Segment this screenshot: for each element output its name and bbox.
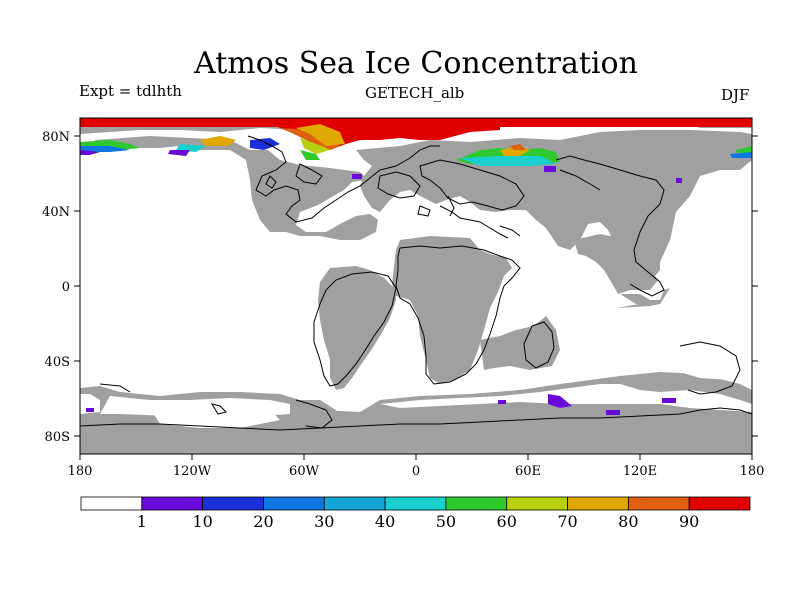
- run-label: GETECH_alb: [365, 84, 465, 102]
- axis-ticks: [74, 135, 758, 460]
- lon-tick-label: 120E: [623, 464, 657, 479]
- colorbar-label: 70: [557, 512, 577, 531]
- experiment-label: Expt = tdlhth: [79, 82, 182, 100]
- lon-tick-label: 180: [68, 464, 93, 479]
- colorbar-labels: 1 10 20 30 40 50 60 70 80 90: [137, 512, 700, 531]
- colorbar-swatch: [263, 496, 325, 511]
- season-label: DJF: [721, 86, 750, 104]
- lat-tick-label: 40S: [45, 355, 70, 370]
- colorbar-swatch: [627, 496, 690, 511]
- map-title: Atmos Sea Ice Concentration: [194, 46, 638, 81]
- colorbar-label: 90: [679, 512, 699, 531]
- lon-tick-label: 120W: [173, 464, 212, 479]
- colorbar: [80, 496, 751, 511]
- colorbar-label: 80: [618, 512, 638, 531]
- colorbar-swatch: [202, 496, 264, 511]
- colorbar-swatch: [506, 496, 568, 511]
- lat-tick-label: 80S: [45, 430, 70, 445]
- colorbar-swatch: [567, 496, 629, 511]
- colorbar-swatch: [445, 496, 508, 511]
- colorbar-label: 10: [192, 512, 212, 531]
- colorbar-swatch: [688, 496, 751, 511]
- colorbar-label: 40: [375, 512, 395, 531]
- colorbar-label: 1: [137, 512, 147, 531]
- colorbar-swatch: [141, 496, 204, 511]
- lat-tick-label: 80N: [42, 130, 70, 145]
- sea-ice-arctic: [80, 118, 752, 183]
- sea-ice-antarctic: [86, 394, 676, 415]
- coastlines: [80, 135, 752, 431]
- lon-tick-label: 0: [412, 464, 420, 479]
- lat-tick-label: 40N: [42, 205, 70, 220]
- colorbar-label: 30: [314, 512, 334, 531]
- lat-tick-labels: 80N 40N 0 40S 80S: [42, 130, 70, 445]
- colorbar-label: 20: [253, 512, 273, 531]
- colorbar-swatch: [384, 496, 447, 511]
- lon-tick-label: 60E: [515, 464, 541, 479]
- lon-tick-labels: 180 120W 60W 0 60E 120E 180: [68, 464, 765, 479]
- colorbar-label: 60: [497, 512, 517, 531]
- map-field: [80, 118, 752, 454]
- ocean-gaps: [80, 342, 752, 428]
- colorbar-swatch: [323, 496, 386, 511]
- lon-tick-label: 60W: [289, 464, 320, 479]
- colorbar-label: 50: [436, 512, 456, 531]
- lat-tick-label: 0: [62, 280, 70, 295]
- lon-tick-label: 180: [740, 464, 765, 479]
- colorbar-swatch: [80, 496, 143, 511]
